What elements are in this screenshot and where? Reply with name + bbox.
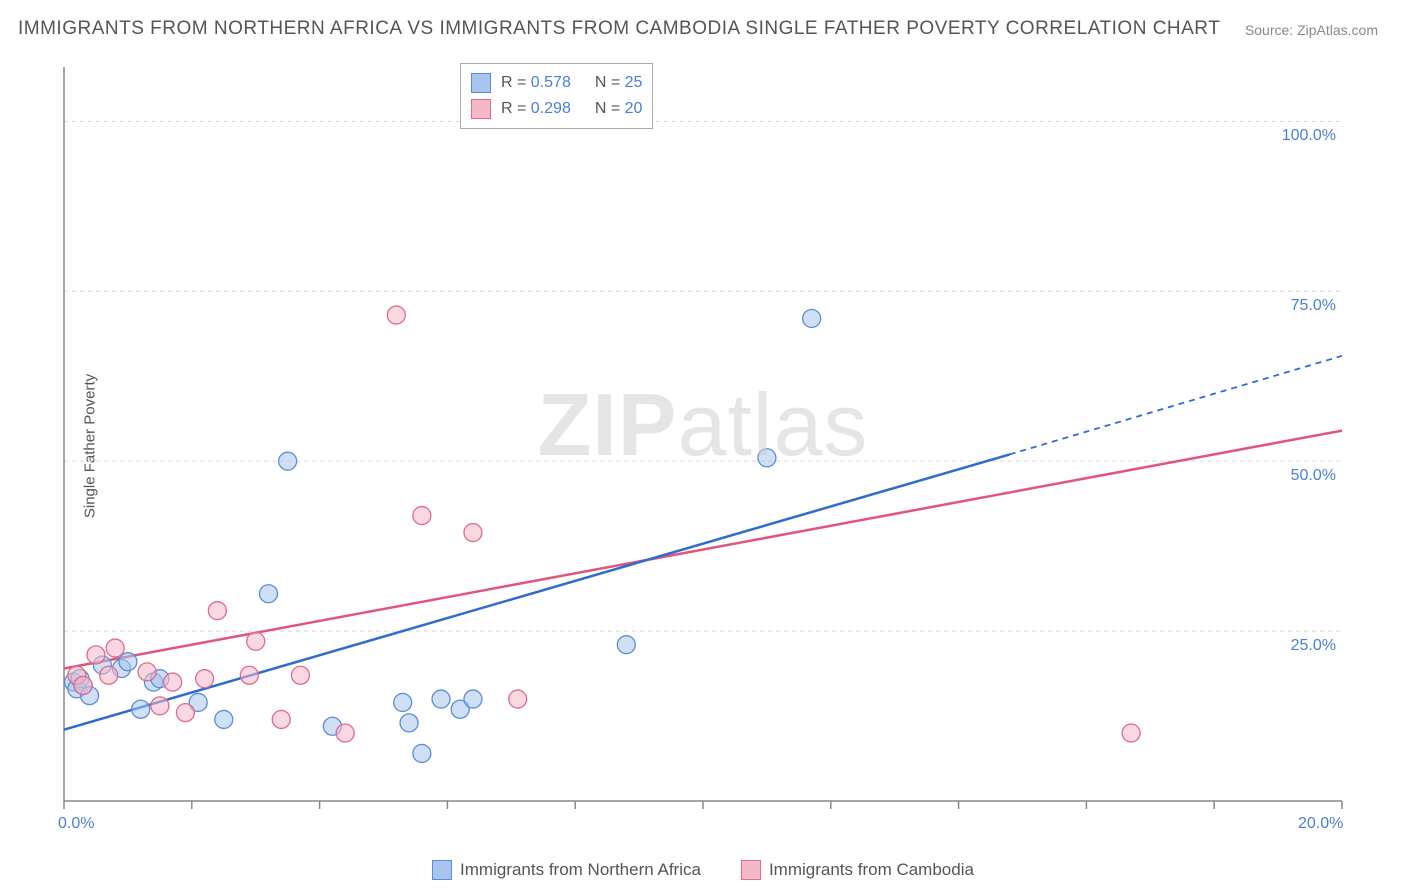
data-point	[336, 724, 354, 742]
data-point	[176, 704, 194, 722]
data-point	[758, 449, 776, 467]
legend-row: R = 0.578 N = 25	[471, 70, 642, 96]
data-point	[509, 690, 527, 708]
y-tick-label: 100.0%	[1282, 127, 1336, 145]
data-point	[259, 585, 277, 603]
data-point	[464, 690, 482, 708]
x-tick-label: 0.0%	[58, 815, 94, 833]
legend-item: Immigrants from Cambodia	[741, 860, 974, 880]
y-tick-label: 50.0%	[1291, 467, 1336, 485]
x-tick-label: 20.0%	[1298, 815, 1343, 833]
data-point	[413, 744, 431, 762]
legend-r-label: R = 0.298	[501, 100, 571, 118]
data-point	[138, 663, 156, 681]
data-point	[803, 309, 821, 327]
legend-item: Immigrants from Northern Africa	[432, 860, 701, 880]
legend-r-label: R = 0.578	[501, 74, 571, 92]
data-point	[272, 710, 290, 728]
legend-n-label: N = 20	[595, 100, 643, 118]
data-point	[100, 666, 118, 684]
trend-line	[64, 454, 1010, 729]
legend-swatch	[471, 99, 491, 119]
data-point	[387, 306, 405, 324]
data-point	[208, 602, 226, 620]
data-point	[1122, 724, 1140, 742]
data-point	[196, 670, 214, 688]
legend-row: R = 0.298 N = 20	[471, 96, 642, 122]
legend-swatch	[741, 860, 761, 880]
data-point	[247, 632, 265, 650]
data-point	[279, 452, 297, 470]
legend-n-label: N = 25	[595, 74, 643, 92]
data-point	[74, 676, 92, 694]
legend-label: Immigrants from Northern Africa	[460, 860, 701, 880]
correlation-legend: R = 0.578 N = 25 R = 0.298 N = 20	[460, 63, 653, 129]
source-label: Source: ZipAtlas.com	[1245, 22, 1378, 38]
chart-title: IMMIGRANTS FROM NORTHERN AFRICA VS IMMIG…	[18, 18, 1220, 40]
data-point	[106, 639, 124, 657]
data-point	[132, 700, 150, 718]
data-point	[394, 693, 412, 711]
data-point	[119, 653, 137, 671]
data-point	[240, 666, 258, 684]
data-point	[432, 690, 450, 708]
data-point	[215, 710, 233, 728]
data-point	[151, 697, 169, 715]
data-point	[164, 673, 182, 691]
data-point	[400, 714, 418, 732]
chart-area: ZIPatlas R = 0.578 N = 25 R = 0.298 N = …	[60, 55, 1346, 825]
scatter-plot	[60, 55, 1346, 825]
data-point	[413, 507, 431, 525]
series-legend: Immigrants from Northern Africa Immigran…	[0, 860, 1406, 880]
data-point	[464, 524, 482, 542]
legend-swatch	[471, 73, 491, 93]
y-tick-label: 25.0%	[1291, 637, 1336, 655]
data-point	[291, 666, 309, 684]
data-point	[87, 646, 105, 664]
y-tick-label: 75.0%	[1291, 297, 1336, 315]
legend-swatch	[432, 860, 452, 880]
data-point	[617, 636, 635, 654]
legend-label: Immigrants from Cambodia	[769, 860, 974, 880]
